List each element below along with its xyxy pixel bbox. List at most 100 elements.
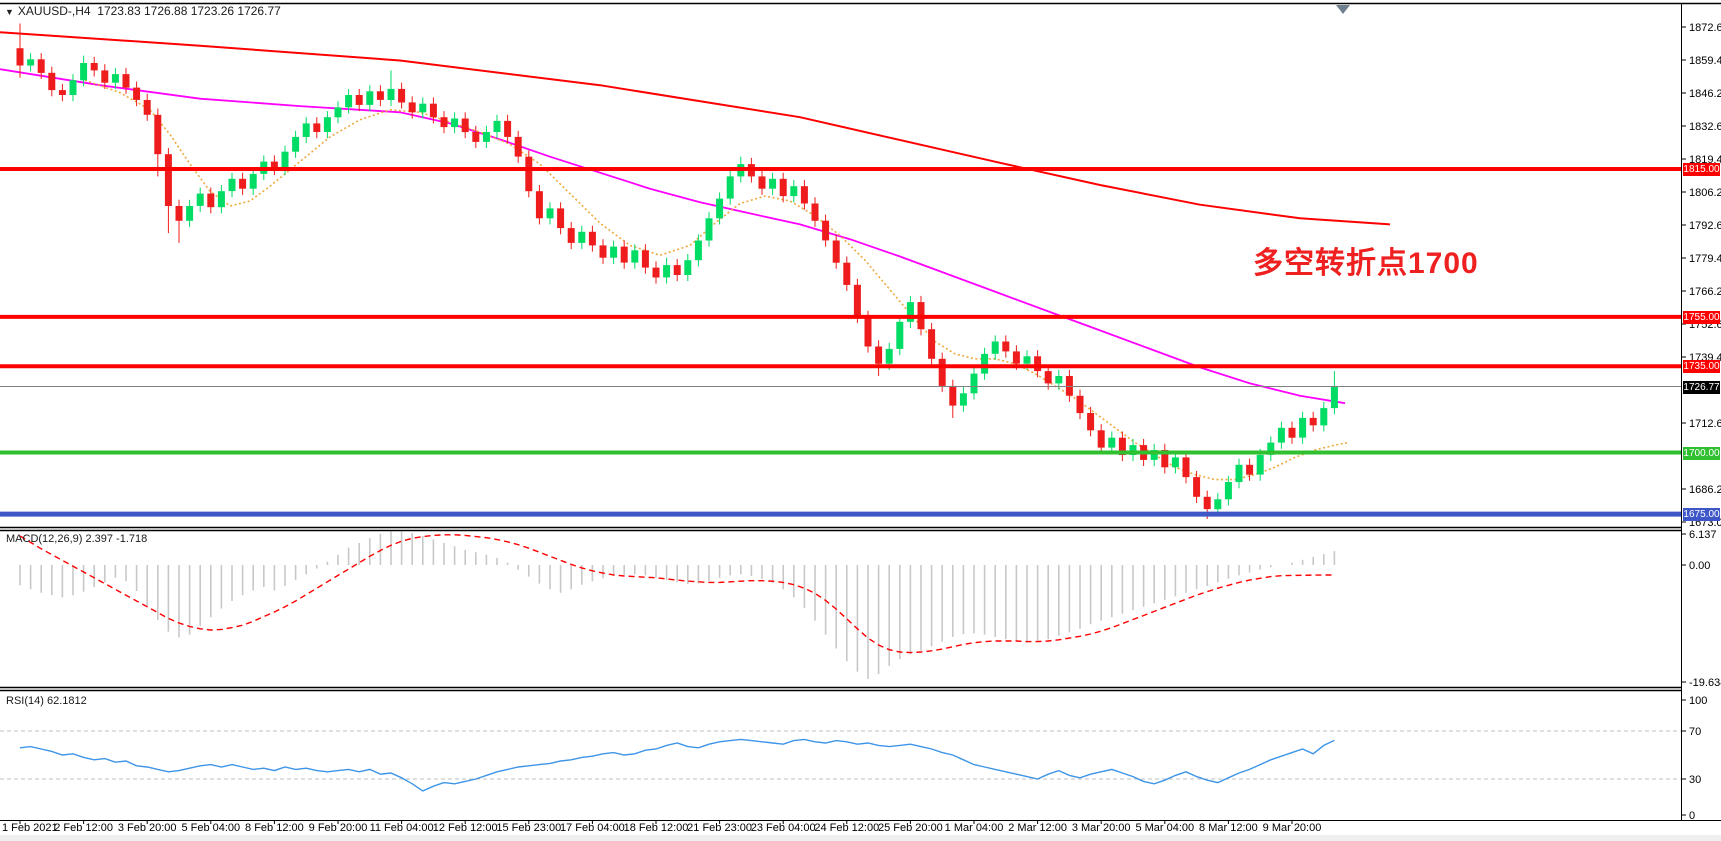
candle-body (588, 231, 596, 246)
candle-body (981, 353, 989, 374)
candle-body (16, 48, 24, 66)
candle-body (779, 178, 787, 197)
time-tick-label: 5 Feb 04:00 (181, 822, 240, 834)
price-tick-label: 1859.40 (1689, 55, 1721, 67)
candle-body (228, 178, 236, 192)
candle-body (186, 206, 194, 221)
symbol-dropdown-icon[interactable]: ▼ (5, 7, 14, 17)
time-tick-label: 8 Feb 12:00 (245, 822, 304, 834)
candle-body (1161, 450, 1169, 468)
candle-body (376, 91, 384, 100)
price-badge-1815.00: 1815.00 (1683, 162, 1720, 176)
time-tick-label: 21 Feb 23:00 (687, 822, 752, 834)
symbol-ohlc-line: ▼ XAUUSD-,H4 1723.83 1726.88 1723.26 1726… (5, 4, 281, 18)
price-tick-label: 1806.20 (1689, 187, 1721, 199)
price-levels[interactable] (0, 167, 1681, 517)
candle-body (451, 118, 459, 128)
time-tick-label: 11 Feb 04:00 (370, 822, 434, 834)
candle-body (292, 136, 300, 152)
candle-body (1182, 457, 1190, 478)
candle-body (1256, 454, 1264, 475)
candle-body (239, 178, 247, 189)
candle-body (429, 103, 437, 118)
candle-body (440, 117, 448, 128)
candle-body (599, 245, 607, 258)
candle-body (970, 373, 978, 394)
candle-body (249, 173, 257, 189)
price-badge-1700.00: 1700.00 (1683, 446, 1720, 460)
price-tick-label: 1872.60 (1689, 22, 1721, 34)
time-tick-label: 3 Mar 20:00 (1072, 822, 1131, 834)
rsi-tick-label: 100 (1689, 695, 1707, 707)
candle-body (58, 90, 66, 95)
chart-shift-marker-icon[interactable] (1336, 5, 1350, 14)
symbol-label: XAUUSD-,H4 (17, 4, 91, 18)
candle-body (1108, 437, 1116, 448)
candle-body (610, 246, 618, 258)
price-axis[interactable]: 1872.601859.401846.201832.601819.401806.… (1681, 22, 1721, 822)
candle-body (514, 136, 522, 157)
candle-body (1330, 386, 1338, 409)
candle-body (716, 198, 724, 219)
time-tick-label: 1 Mar 04:00 (945, 822, 1004, 834)
candle-body (345, 95, 353, 108)
candle-body (27, 59, 35, 66)
candle-body (726, 176, 734, 199)
candle-body (504, 120, 512, 137)
candle-body (69, 80, 77, 95)
candle-body (864, 316, 872, 347)
rsi-tick-label: 70 (1689, 726, 1701, 738)
macd-tick-label: 6.137 (1689, 529, 1717, 541)
candle-body (472, 132, 480, 142)
candle-body (133, 87, 141, 100)
candle-body (1193, 477, 1201, 497)
macd-panel[interactable] (19, 531, 1336, 679)
candle-body (546, 208, 554, 219)
candle-body (398, 88, 406, 103)
candle-body (122, 74, 130, 88)
candle-body (48, 72, 56, 91)
candle-body (1150, 450, 1158, 460)
candle-body (482, 132, 490, 142)
candle-body (90, 63, 98, 71)
window-bottom-strip (0, 835, 1721, 841)
candle-body (694, 240, 702, 261)
candle-body (991, 341, 999, 354)
candle-body (101, 70, 109, 83)
candle-body (1097, 430, 1105, 448)
time-tick-label: 9 Feb 20:00 (309, 822, 368, 834)
candle-body (620, 246, 628, 263)
candle-body (822, 220, 830, 241)
candle-body (37, 59, 45, 73)
time-tick-label: 25 Feb 20:00 (878, 822, 943, 834)
time-tick-label: 18 Feb 12:00 (624, 822, 689, 834)
candle-body (769, 178, 777, 189)
candle-body (1171, 457, 1179, 468)
time-tick-label: 8 Mar 12:00 (1199, 822, 1258, 834)
candle-body (408, 102, 416, 113)
candle-body (366, 91, 374, 105)
price-badge-1735.00: 1735.00 (1683, 359, 1720, 373)
price-tick-label: 1686.20 (1689, 484, 1721, 496)
candle-body (641, 250, 649, 268)
annotation-text[interactable]: 多空转折点1700 (1253, 247, 1479, 280)
candle-body (1129, 445, 1137, 455)
candle-body (1012, 351, 1020, 364)
candle-body (1235, 464, 1243, 483)
candle-body (217, 191, 225, 208)
price-badge-1755.00: 1755.00 (1683, 310, 1720, 324)
time-tick-label: 24 Feb 12:00 (814, 822, 879, 834)
time-tick-label: 23 Feb 04:00 (751, 822, 816, 834)
candle-body (1309, 417, 1317, 426)
candle-body (875, 346, 883, 364)
candle-body (1288, 427, 1296, 438)
time-tick-label: 1 Feb 2021 (2, 822, 58, 834)
rsi-indicator-label: RSI(14) 62.1812 (6, 695, 87, 707)
candle-body (853, 284, 861, 317)
candle-body (1087, 413, 1095, 431)
rsi-panel[interactable] (0, 730, 1681, 792)
candle-body (164, 154, 172, 206)
ohlc-values: 1723.83 1726.88 1723.26 1726.77 (97, 4, 281, 18)
